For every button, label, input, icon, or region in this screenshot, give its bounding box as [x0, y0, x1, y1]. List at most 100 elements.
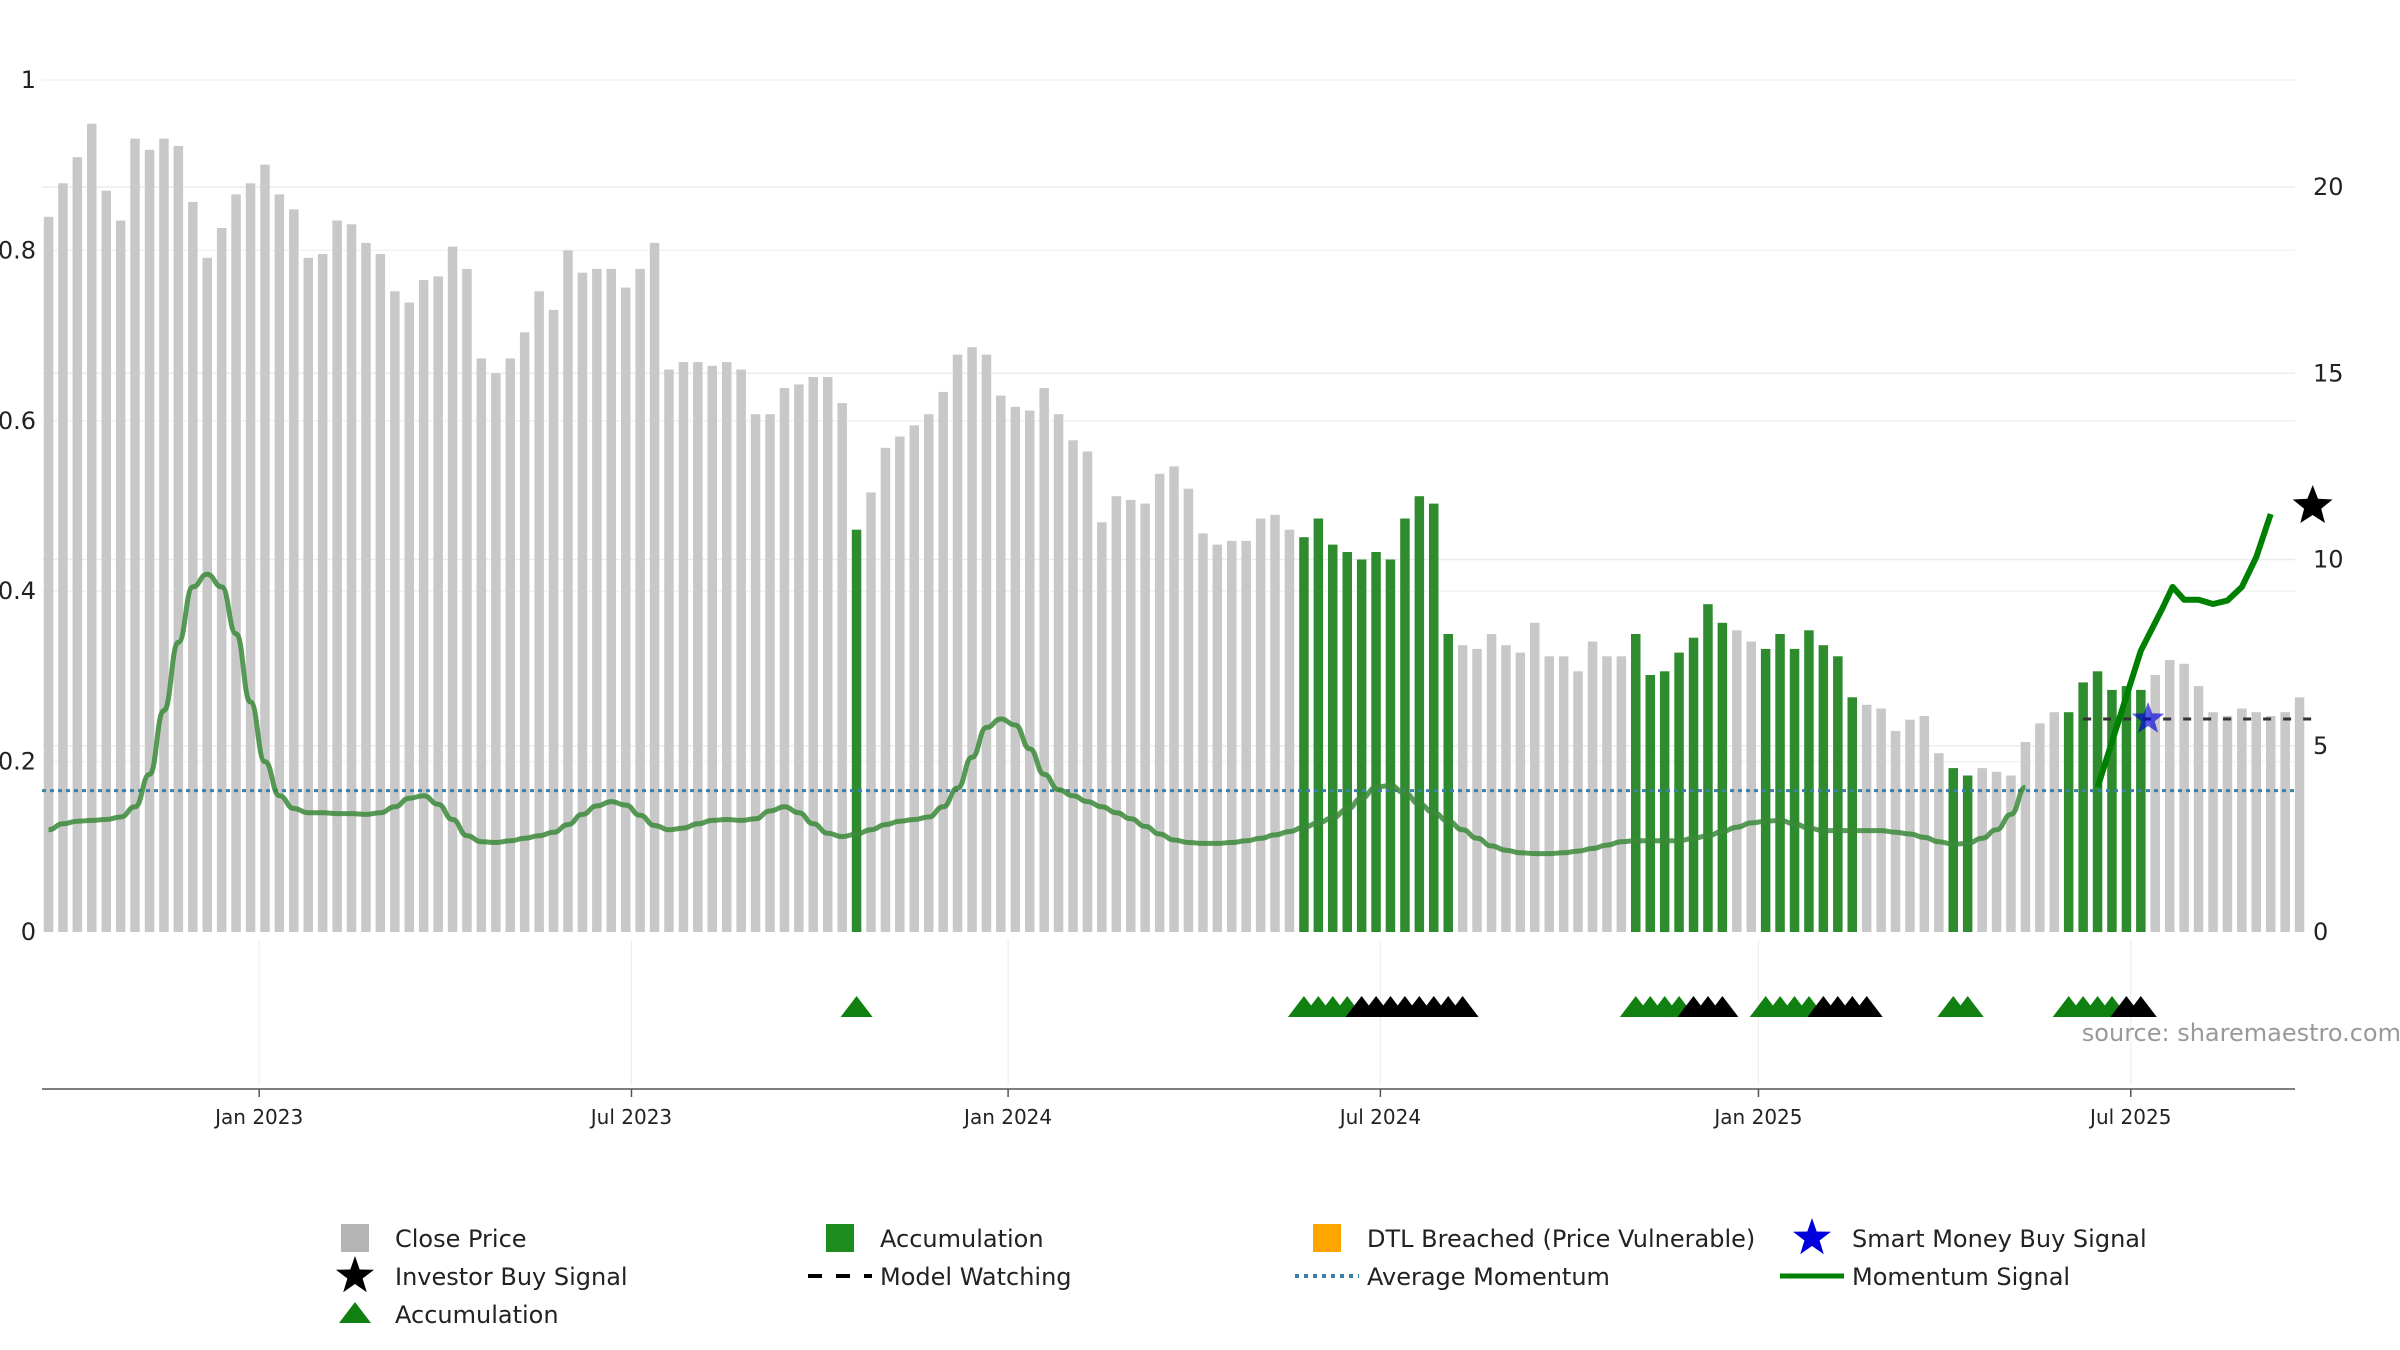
- price-bar-90: [1342, 552, 1352, 932]
- star-icon: [1793, 1218, 1831, 1255]
- price-bar-62: [938, 391, 948, 932]
- price-bar-98: [1457, 645, 1468, 932]
- legend-item: Smart Money Buy Signal: [1793, 1218, 2147, 1255]
- right-tick-label: 10: [2313, 546, 2344, 574]
- price-bar-13: [231, 194, 241, 932]
- left-tick-label: 1: [21, 66, 36, 94]
- price-bar-156: [2294, 697, 2305, 932]
- price-bar-149: [2193, 686, 2204, 932]
- price-bar-84: [1255, 518, 1266, 932]
- price-bar-51: [779, 388, 790, 933]
- square-icon: [1313, 1224, 1341, 1252]
- price-bar-23: [375, 254, 386, 933]
- price-bar-113: [1674, 652, 1684, 932]
- price-bar-9: [173, 146, 184, 932]
- price-bar-61: [924, 414, 934, 932]
- momentum-signal-segment: [2094, 513, 2274, 789]
- left-tick-label: 0.4: [0, 577, 36, 605]
- price-bar-1: [58, 183, 68, 933]
- price-bar-42: [649, 242, 660, 932]
- legend-label: Smart Money Buy Signal: [1852, 1225, 2147, 1253]
- price-bar-132: [1948, 768, 1958, 932]
- price-bar-7: [144, 149, 155, 933]
- price-bar-82: [1227, 540, 1237, 932]
- price-bar-141: [2078, 682, 2088, 932]
- accumulation-triangle-56: [840, 996, 873, 1017]
- price-bar-8: [159, 138, 169, 933]
- price-bar-97: [1443, 634, 1453, 932]
- price-bar-44: [678, 362, 689, 933]
- price-bar-147: [2165, 660, 2175, 932]
- price-bar-83: [1241, 540, 1251, 932]
- price-bar-52: [794, 384, 804, 932]
- price-bar-73: [1097, 522, 1107, 933]
- price-bar-122: [1804, 630, 1814, 932]
- left-axis-ticks: 0 0.2 0.4 0.6 0.8 1: [0, 66, 36, 946]
- price-bar-16: [274, 194, 285, 932]
- price-bar-95: [1414, 496, 1425, 932]
- price-bar-78: [1169, 466, 1179, 932]
- x-tick-label: Jan 2024: [962, 1105, 1052, 1129]
- price-bar-124: [1833, 656, 1843, 932]
- smart-money-buy-star: [2131, 702, 2165, 733]
- price-bar-79: [1183, 488, 1194, 932]
- legend-label: Close Price: [395, 1225, 527, 1253]
- x-tick-label: Jul 2024: [1338, 1105, 1421, 1129]
- price-bar-46: [707, 365, 717, 932]
- right-tick-label: 5: [2313, 732, 2328, 760]
- price-bar-155: [2280, 712, 2290, 932]
- price-bar-6: [130, 138, 140, 933]
- price-bar-39: [606, 268, 616, 932]
- price-bar-106: [1573, 671, 1583, 933]
- price-bar-67: [1010, 406, 1021, 932]
- price-bar-109: [1616, 656, 1627, 932]
- price-bar-11: [202, 257, 212, 932]
- price-bar-123: [1818, 645, 1829, 932]
- price-bar-108: [1602, 656, 1612, 932]
- square-icon: [826, 1224, 854, 1252]
- price-bar-120: [1775, 634, 1785, 932]
- price-bar-36: [563, 250, 573, 933]
- price-bar-21: [346, 224, 357, 933]
- square-icon: [341, 1224, 369, 1252]
- momentum-curve: [48, 571, 2027, 857]
- left-tick-label: 0.2: [0, 748, 36, 776]
- price-bar-15: [260, 164, 270, 933]
- price-bar-58: [880, 447, 891, 933]
- price-bar-102: [1515, 652, 1526, 932]
- price-bar-34: [534, 291, 544, 932]
- legend-label: Accumulation: [880, 1225, 1044, 1253]
- x-tick-label: Jan 2025: [1712, 1105, 1802, 1129]
- x-axis: Jan 2023 Jul 2023 Jan 2024 Jul 2024 Jan 2025…: [42, 1088, 2295, 1129]
- price-bar-75: [1126, 499, 1136, 932]
- price-bar-57: [866, 492, 876, 932]
- price-bar-81: [1212, 544, 1223, 932]
- price-bar-143: [2107, 689, 2117, 932]
- price-bar-103: [1530, 622, 1540, 932]
- price-bar-49: [750, 414, 761, 932]
- price-bar-32: [505, 358, 515, 932]
- right-axis-ticks: 0 5 10 15 20: [2313, 173, 2344, 946]
- price-bar-66: [996, 395, 1006, 933]
- price-bar-110: [1631, 634, 1641, 932]
- legend-item: Accumulation: [826, 1224, 1044, 1253]
- price-bar-41: [635, 268, 645, 932]
- price-bar-19: [317, 254, 328, 933]
- price-bar-111: [1645, 675, 1655, 932]
- price-bar-47: [722, 362, 732, 933]
- price-bar-18: [303, 257, 313, 932]
- star-icon: [336, 1256, 374, 1293]
- price-bar-59: [895, 436, 905, 932]
- source-label: source: sharemaestro.com: [2082, 1019, 2400, 1047]
- price-bar-139: [2049, 712, 2059, 932]
- investor-triangle-98: [1446, 996, 1479, 1017]
- price-bar-60: [909, 425, 919, 932]
- price-bar-53: [808, 377, 818, 932]
- price-bar-30: [476, 358, 487, 932]
- price-bar-3: [87, 123, 97, 932]
- left-tick-label: 0.8: [0, 236, 36, 264]
- legend-item: Investor Buy Signal: [336, 1256, 628, 1293]
- left-tick-label: 0.6: [0, 407, 36, 435]
- price-bar-107: [1587, 641, 1598, 932]
- price-bar-50: [765, 414, 775, 932]
